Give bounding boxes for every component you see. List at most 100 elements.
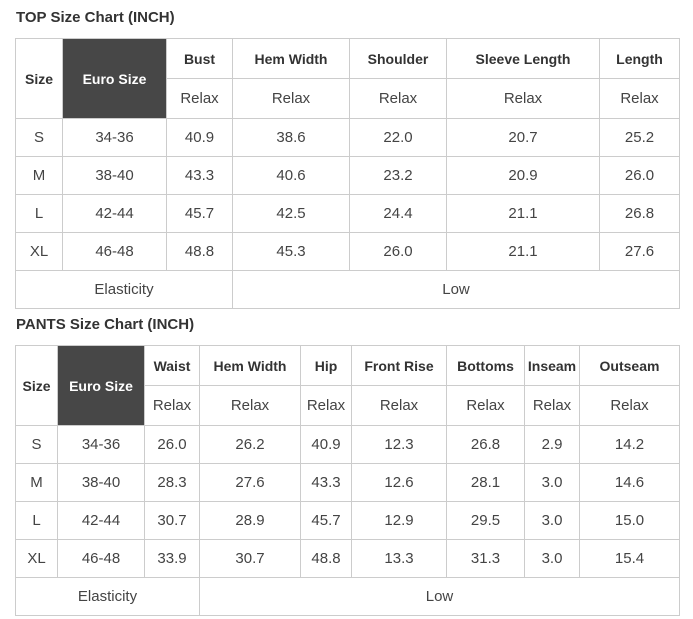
fit-cell: Relax <box>446 385 525 426</box>
fit-cell: Relax <box>446 78 600 119</box>
pants-column-header-outseam: Outseam <box>579 345 680 386</box>
measurement-cell: 40.9 <box>166 118 233 157</box>
fit-cell: Relax <box>351 385 447 426</box>
top-column-header-shoulder: Shoulder <box>349 38 447 79</box>
top-column-header-sleeve-length: Sleeve Length <box>446 38 600 79</box>
top-column-header-bust: Bust <box>166 38 233 79</box>
pants-header-row: Size Euro Size Waist Hem Width Hip Front… <box>15 345 680 426</box>
pants-euro-size-column-header: Euro Size <box>57 345 145 426</box>
size-cell: M <box>15 463 58 502</box>
measurement-cell: 27.6 <box>599 232 680 271</box>
pants-column-header-hip: Hip <box>300 345 352 386</box>
pants-row-l: L 42-44 30.7 28.9 45.7 12.9 29.5 3.0 15.… <box>15 501 680 540</box>
euro-size-cell: 42-44 <box>57 501 145 540</box>
pants-row-xl: XL 46-48 33.9 30.7 48.8 13.3 31.3 3.0 15… <box>15 539 680 578</box>
size-cell: XL <box>15 232 63 271</box>
measurement-cell: 25.2 <box>599 118 680 157</box>
size-cell: L <box>15 194 63 233</box>
pants-row-s: S 34-36 26.0 26.2 40.9 12.3 26.8 2.9 14.… <box>15 425 680 464</box>
measurement-cell: 22.0 <box>349 118 447 157</box>
top-elasticity-row: Elasticity Low <box>15 270 680 309</box>
measurement-cell: 43.3 <box>300 463 352 502</box>
measurement-cell: 33.9 <box>144 539 200 578</box>
top-chart-title: TOP Size Chart (INCH) <box>16 9 175 26</box>
measurement-cell: 38.6 <box>232 118 350 157</box>
top-row-m: M 38-40 43.3 40.6 23.2 20.9 26.0 <box>15 156 680 195</box>
pants-size-table: Size Euro Size Waist Hem Width Hip Front… <box>15 345 680 616</box>
measurement-cell: 30.7 <box>199 539 301 578</box>
measurement-cell: 13.3 <box>351 539 447 578</box>
measurement-cell: 31.3 <box>446 539 525 578</box>
pants-column-header-bottoms: Bottoms <box>446 345 525 386</box>
measurement-cell: 14.6 <box>579 463 680 502</box>
size-cell: S <box>15 425 58 464</box>
measurement-cell: 48.8 <box>300 539 352 578</box>
fit-cell: Relax <box>349 78 447 119</box>
elasticity-value-cell: Low <box>199 577 680 616</box>
top-column-header-hem-width: Hem Width <box>232 38 350 79</box>
pants-column-header-inseam: Inseam <box>524 345 580 386</box>
measurement-cell: 42.5 <box>232 194 350 233</box>
size-cell: XL <box>15 539 58 578</box>
fit-cell: Relax <box>232 78 350 119</box>
measurement-cell: 12.3 <box>351 425 447 464</box>
top-column-header-length: Length <box>599 38 680 79</box>
euro-size-cell: 38-40 <box>62 156 167 195</box>
elasticity-label-cell: Elasticity <box>15 577 200 616</box>
measurement-cell: 3.0 <box>524 501 580 540</box>
euro-size-cell: 38-40 <box>57 463 145 502</box>
elasticity-value-cell: Low <box>232 270 680 309</box>
measurement-cell: 23.2 <box>349 156 447 195</box>
measurement-cell: 26.2 <box>199 425 301 464</box>
measurement-cell: 27.6 <box>199 463 301 502</box>
top-row-l: L 42-44 45.7 42.5 24.4 21.1 26.8 <box>15 194 680 233</box>
top-fit-row: Relax Relax Relax Relax Relax <box>16 78 680 119</box>
euro-size-cell: 42-44 <box>62 194 167 233</box>
measurement-cell: 28.3 <box>144 463 200 502</box>
pants-fit-row: Relax Relax Relax Relax Relax Relax Rela… <box>16 385 680 426</box>
pants-column-header-waist: Waist <box>144 345 200 386</box>
measurement-cell: 24.4 <box>349 194 447 233</box>
top-row-s: S 34-36 40.9 38.6 22.0 20.7 25.2 <box>15 118 680 157</box>
measurement-cell: 40.9 <box>300 425 352 464</box>
measurement-cell: 2.9 <box>524 425 580 464</box>
measurement-cell: 12.9 <box>351 501 447 540</box>
measurement-cell: 45.7 <box>166 194 233 233</box>
measurement-cell: 29.5 <box>446 501 525 540</box>
elasticity-label-cell: Elasticity <box>15 270 233 309</box>
fit-cell: Relax <box>599 78 680 119</box>
fit-cell: Relax <box>166 78 233 119</box>
top-row-xl: XL 46-48 48.8 45.3 26.0 21.1 27.6 <box>15 232 680 271</box>
measurement-cell: 14.2 <box>579 425 680 464</box>
top-header-row: Size Euro Size Bust Hem Width Shoulder S… <box>15 38 680 119</box>
size-cell: L <box>15 501 58 540</box>
measurement-cell: 26.0 <box>144 425 200 464</box>
measurement-cell: 30.7 <box>144 501 200 540</box>
size-cell: M <box>15 156 63 195</box>
pants-row-m: M 38-40 28.3 27.6 43.3 12.6 28.1 3.0 14.… <box>15 463 680 502</box>
measurement-cell: 20.9 <box>446 156 600 195</box>
pants-chart-title: PANTS Size Chart (INCH) <box>16 316 195 333</box>
euro-size-cell: 34-36 <box>57 425 145 464</box>
measurement-cell: 40.6 <box>232 156 350 195</box>
size-cell: S <box>15 118 63 157</box>
fit-cell: Relax <box>144 385 200 426</box>
measurement-cell: 3.0 <box>524 539 580 578</box>
pants-size-column-header: Size <box>15 345 58 426</box>
measurement-cell: 12.6 <box>351 463 447 502</box>
measurement-cell: 45.7 <box>300 501 352 540</box>
euro-size-cell: 34-36 <box>62 118 167 157</box>
fit-cell: Relax <box>199 385 301 426</box>
measurement-cell: 20.7 <box>446 118 600 157</box>
measurement-cell: 15.4 <box>579 539 680 578</box>
measurement-cell: 26.0 <box>599 156 680 195</box>
measurement-cell: 3.0 <box>524 463 580 502</box>
measurement-cell: 15.0 <box>579 501 680 540</box>
fit-cell: Relax <box>300 385 352 426</box>
fit-cell: Relax <box>579 385 680 426</box>
euro-size-cell: 46-48 <box>62 232 167 271</box>
euro-size-cell: 46-48 <box>57 539 145 578</box>
measurement-cell: 43.3 <box>166 156 233 195</box>
top-euro-size-column-header: Euro Size <box>62 38 167 119</box>
